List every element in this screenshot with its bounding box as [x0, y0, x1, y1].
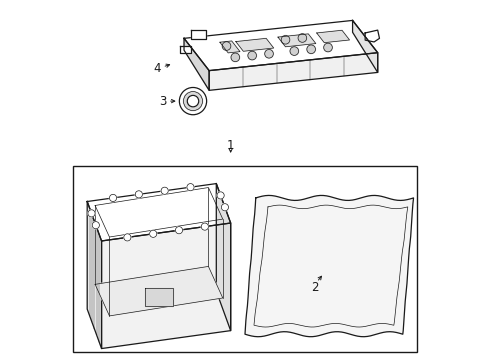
Polygon shape — [353, 21, 378, 72]
Polygon shape — [145, 288, 173, 306]
Circle shape — [217, 192, 224, 199]
Text: 1: 1 — [227, 139, 234, 152]
Bar — [73, 166, 417, 352]
Polygon shape — [87, 184, 231, 241]
Circle shape — [324, 43, 332, 52]
Polygon shape — [236, 39, 274, 51]
Circle shape — [183, 91, 202, 111]
Polygon shape — [220, 41, 240, 53]
Circle shape — [248, 51, 256, 60]
Polygon shape — [87, 202, 101, 348]
Polygon shape — [216, 184, 231, 330]
Circle shape — [135, 191, 143, 198]
Polygon shape — [365, 30, 379, 42]
Circle shape — [265, 49, 273, 58]
Circle shape — [231, 53, 240, 62]
Circle shape — [307, 45, 316, 54]
Polygon shape — [95, 266, 223, 316]
Circle shape — [149, 230, 157, 237]
Polygon shape — [192, 30, 206, 39]
Circle shape — [161, 187, 168, 194]
Polygon shape — [245, 195, 414, 337]
Circle shape — [298, 34, 307, 42]
Circle shape — [187, 184, 194, 191]
Polygon shape — [278, 34, 316, 47]
Circle shape — [109, 194, 117, 202]
Circle shape — [290, 47, 298, 55]
Polygon shape — [184, 39, 209, 90]
Circle shape — [175, 226, 183, 234]
Polygon shape — [317, 30, 349, 42]
Polygon shape — [209, 53, 378, 90]
Circle shape — [92, 222, 99, 229]
Text: 3: 3 — [159, 95, 166, 108]
Text: 4: 4 — [153, 62, 161, 75]
Circle shape — [179, 87, 207, 115]
Text: 2: 2 — [311, 281, 318, 294]
Circle shape — [124, 234, 131, 241]
Polygon shape — [101, 223, 231, 348]
Circle shape — [221, 204, 228, 211]
Circle shape — [222, 42, 231, 50]
Circle shape — [187, 95, 199, 107]
Circle shape — [88, 210, 95, 217]
Circle shape — [281, 36, 290, 44]
Polygon shape — [184, 21, 378, 71]
Circle shape — [201, 223, 208, 230]
Polygon shape — [180, 45, 191, 53]
